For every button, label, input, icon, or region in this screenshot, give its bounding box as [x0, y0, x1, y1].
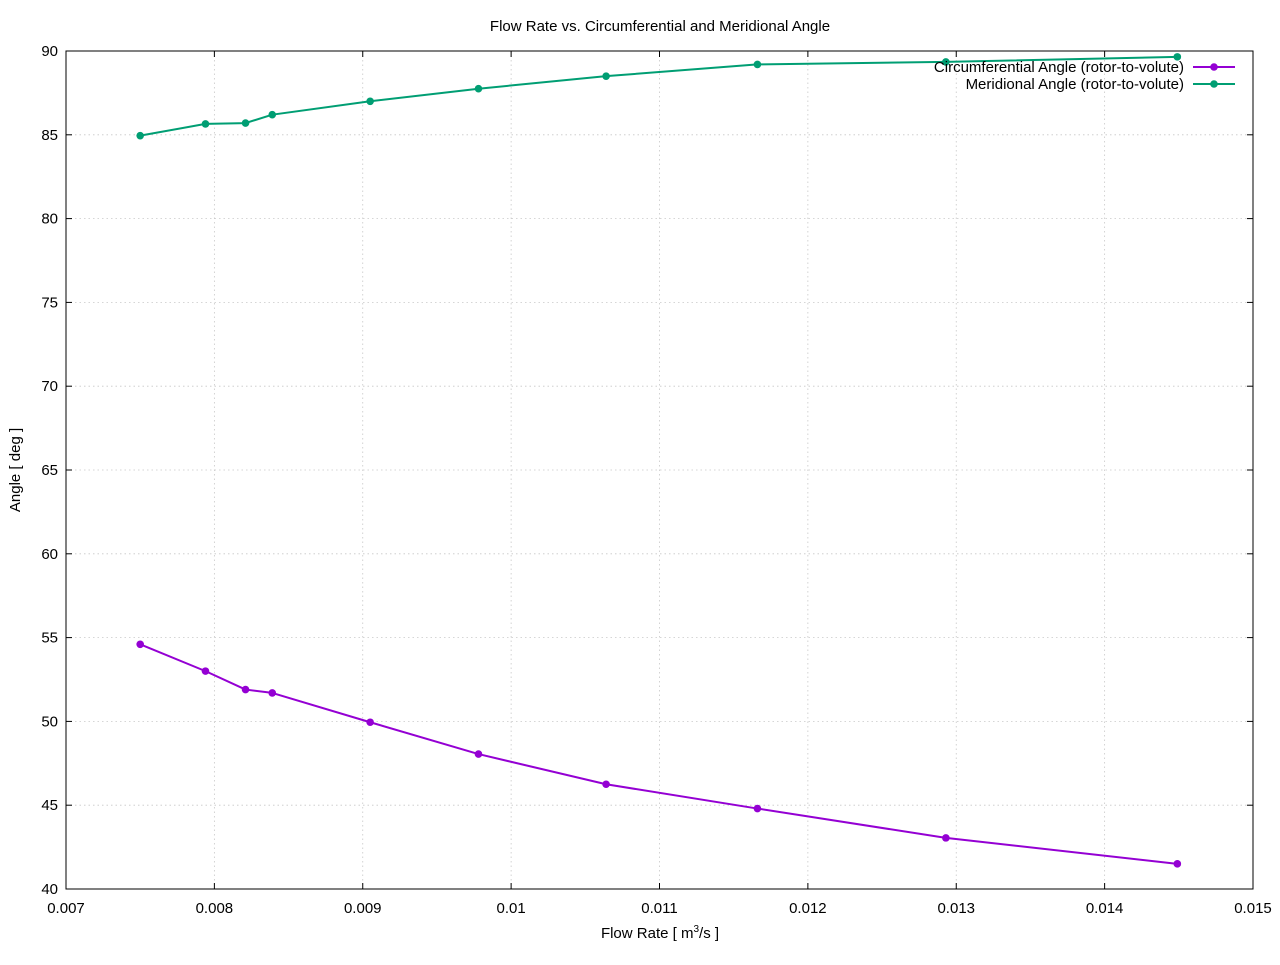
x-tick-label: 0.015	[1234, 900, 1272, 917]
y-axis-tick-labels: 40 45 50 55 60 65 70 75 80 85 90	[41, 43, 58, 898]
legend: Circumferential Angle (rotor-to-volute)M…	[934, 59, 1235, 93]
data-point	[241, 685, 250, 694]
plot-frame	[65, 50, 1254, 890]
y-tick-label: 50	[41, 713, 58, 730]
y-axis-label: Angle [ deg ]	[7, 428, 24, 512]
x-axis-label-superscript: 3	[693, 924, 699, 935]
data-point	[753, 60, 762, 69]
y-tick-label: 65	[41, 462, 58, 479]
data-point	[366, 97, 374, 106]
x-tick-label: 0.013	[937, 900, 975, 917]
y-tick-label: 70	[41, 378, 58, 395]
data-point	[942, 58, 950, 66]
data-point	[1173, 860, 1182, 868]
chart-title: Flow Rate vs. Circumferential and Meridi…	[490, 18, 830, 35]
data-point	[201, 120, 210, 128]
series-line	[139, 643, 1178, 865]
legend-label: Circumferential Angle (rotor-to-volute)	[934, 59, 1184, 76]
data-point	[602, 72, 610, 80]
data-point	[602, 780, 610, 789]
y-tick-label: 85	[41, 127, 58, 144]
legend-label: Meridional Angle (rotor-to-volute)	[966, 76, 1184, 93]
y-tick-label: 45	[41, 797, 58, 814]
x-axis-label-tail: /s ]	[699, 925, 719, 942]
x-axis-tick-labels: 0.007 0.008 0.009 0.01 0.011 0.012 0.013 0.014 0…	[47, 900, 1272, 917]
x-axis-label: Flow Rate [ m3/s ]	[601, 924, 719, 942]
y-tick-label: 60	[41, 546, 58, 563]
y-tick-label: 55	[41, 630, 58, 647]
y-tick-label: 90	[41, 43, 58, 60]
data-point	[942, 834, 950, 842]
data-point	[268, 689, 277, 697]
y-tick-label: 80	[41, 211, 58, 228]
data-point	[1173, 53, 1182, 61]
x-tick-label: 0.01	[497, 900, 526, 917]
data-point	[268, 110, 277, 119]
x-tick-label: 0.008	[196, 900, 234, 917]
legend-entry: Meridional Angle (rotor-to-volute)	[966, 76, 1235, 93]
data-point	[474, 84, 483, 93]
data-point	[366, 718, 374, 727]
x-tick-label: 0.012	[789, 900, 827, 917]
data-point	[474, 750, 483, 758]
data-point	[136, 640, 144, 649]
x-axis-label-main: Flow Rate [ m	[601, 925, 694, 942]
y-tick-label: 40	[41, 881, 58, 898]
data-point	[241, 119, 250, 127]
data-point	[201, 667, 210, 675]
data-point	[753, 804, 762, 813]
y-tick-label: 75	[41, 294, 58, 311]
data-series	[136, 53, 1182, 868]
series-meridional-angle	[136, 53, 1182, 140]
data-point	[136, 131, 144, 140]
grid-lines	[66, 51, 1253, 889]
x-tick-label: 0.011	[641, 900, 677, 917]
legend-entry: Circumferential Angle (rotor-to-volute)	[934, 59, 1235, 76]
series-circumferential-angle	[136, 640, 1182, 868]
legend-swatch-marker	[1210, 80, 1218, 88]
x-tick-label: 0.007	[47, 900, 85, 917]
legend-swatch-marker	[1210, 63, 1218, 71]
x-tick-label: 0.009	[344, 900, 382, 917]
series-line	[140, 55, 1178, 137]
x-tick-label: 0.014	[1086, 900, 1124, 917]
